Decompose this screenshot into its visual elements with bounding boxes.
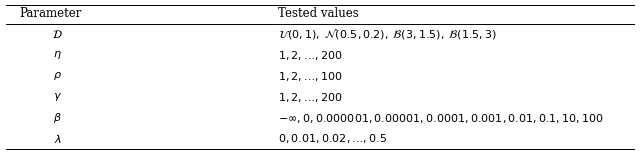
Text: $0, 0.01, 0.02, \ldots, 0.5$: $0, 0.01, 0.02, \ldots, 0.5$: [278, 132, 388, 145]
Text: $\eta$: $\eta$: [53, 49, 62, 61]
Text: $\lambda$: $\lambda$: [54, 133, 61, 145]
Text: $\gamma$: $\gamma$: [53, 91, 62, 103]
Text: $1, 2, \ldots, 200$: $1, 2, \ldots, 200$: [278, 49, 343, 62]
Text: Tested values: Tested values: [278, 7, 359, 20]
Text: Parameter: Parameter: [19, 7, 81, 20]
Text: $-\infty, 0, 0.000001, 0.00001, 0.0001, 0.001, 0.01, 0.1, 10, 100$: $-\infty, 0, 0.000001, 0.00001, 0.0001, …: [278, 111, 604, 124]
Text: $1, 2, \ldots, 100$: $1, 2, \ldots, 100$: [278, 70, 343, 83]
Text: $\mathcal{D}$: $\mathcal{D}$: [52, 28, 63, 40]
Text: $\mathcal{U}(0,1),\; \mathcal{N}(0.5, 0.2),\; \mathcal{B}(3,1.5),\; \mathcal{B}(: $\mathcal{U}(0,1),\; \mathcal{N}(0.5, 0.…: [278, 27, 497, 41]
Text: $1, 2, \ldots, 200$: $1, 2, \ldots, 200$: [278, 91, 343, 104]
Text: $\beta$: $\beta$: [53, 111, 62, 125]
Text: $\rho$: $\rho$: [53, 70, 62, 82]
